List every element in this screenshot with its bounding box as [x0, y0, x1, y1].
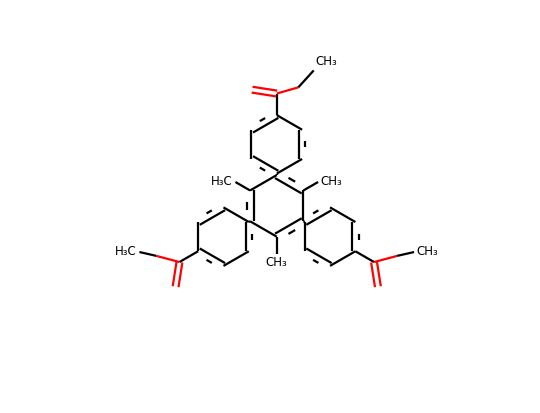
- Text: H₃C: H₃C: [211, 175, 233, 188]
- Text: H₃C: H₃C: [116, 245, 137, 258]
- Text: CH₃: CH₃: [266, 256, 288, 269]
- Text: CH₃: CH₃: [416, 245, 438, 258]
- Text: CH₃: CH₃: [320, 175, 342, 188]
- Text: CH₃: CH₃: [315, 55, 337, 68]
